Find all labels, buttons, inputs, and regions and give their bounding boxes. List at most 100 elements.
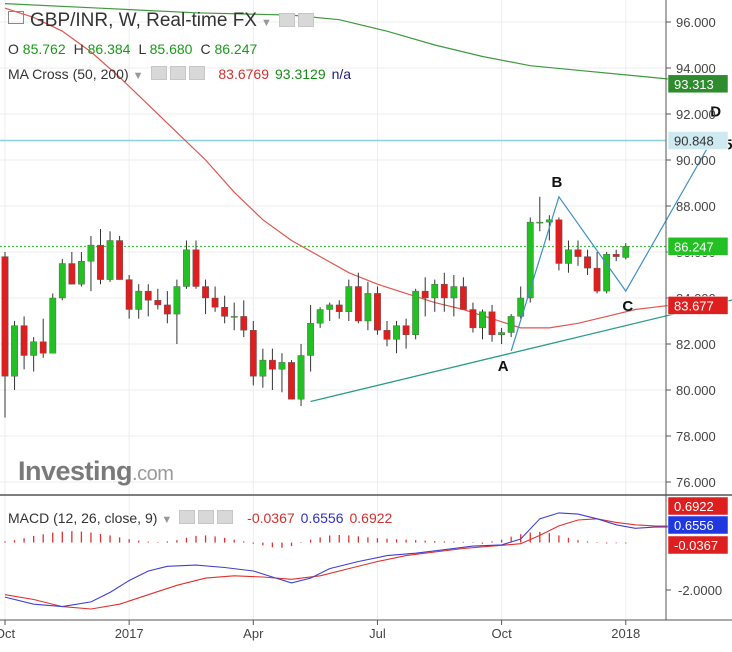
macd-value: 0.6556 (300, 510, 344, 526)
price-tag: 86.247 (674, 239, 714, 254)
candle-body (383, 330, 391, 340)
candle-body (202, 286, 209, 299)
candle-body (565, 249, 572, 264)
macd-histogram (4, 531, 627, 548)
candle-body (307, 323, 314, 356)
settings-icon[interactable] (169, 66, 186, 80)
eye-icon[interactable] (179, 510, 196, 524)
candle-body (431, 284, 439, 299)
macd-tag: -0.0367 (674, 538, 718, 553)
close-icon[interactable] (188, 66, 205, 80)
candle-body (412, 290, 420, 336)
candle-body (507, 316, 515, 333)
candle-body (154, 300, 162, 306)
candle-body (421, 290, 429, 299)
macd-tag: 0.6922 (674, 499, 714, 514)
pattern-label-b: B (551, 174, 562, 191)
candle-body (545, 219, 553, 223)
investing-logo: Investing.com (18, 456, 174, 486)
candles (1, 196, 630, 418)
ma50-line (4, 7, 693, 329)
candle-body (240, 316, 248, 331)
price-tag-box (667, 131, 729, 150)
candle-body (555, 219, 563, 264)
candle-body (30, 341, 38, 356)
signal-value: 0.6922 (349, 510, 393, 526)
settings-icon[interactable] (297, 13, 314, 27)
candle-body (163, 304, 171, 315)
price-tag: 93.313 (674, 77, 714, 92)
candle-body (87, 244, 95, 262)
value-tags: 93.313 90.848 86.247 83.677 0.6922 0.6556 -0.0… (667, 74, 729, 555)
candle-body (517, 297, 525, 317)
settings-icon[interactable] (198, 510, 215, 524)
candle-body (450, 286, 458, 299)
macd-tag-box (667, 535, 729, 555)
candle-body (316, 309, 324, 324)
pattern-label-a: A (498, 358, 509, 375)
candle-body (249, 330, 257, 377)
y-tick-label: 78.000 (676, 429, 716, 444)
candle-body (125, 279, 133, 310)
eye-icon[interactable] (278, 13, 295, 27)
pattern-label-c: C (622, 298, 633, 315)
candle-body (269, 359, 276, 370)
candle-body (479, 311, 486, 329)
checkbox-icon[interactable] (8, 11, 24, 24)
y-tick-label: 90.000 (676, 153, 716, 168)
x-tick-label: 2018 (611, 626, 640, 641)
candle-body (106, 240, 114, 280)
pattern-label-d: D (710, 103, 721, 120)
grid-lines (0, 0, 666, 620)
x-tick-label: Jul (369, 626, 386, 641)
low-value: 85.680 (149, 41, 193, 57)
high-value: 86.384 (87, 41, 131, 57)
macd-y-tick-label: -2.0000 (678, 583, 722, 598)
candle-body (345, 286, 353, 312)
candle-body (11, 325, 18, 377)
candle-body (498, 332, 505, 335)
candle-body (135, 290, 143, 310)
price-tag: 90.848 (674, 133, 714, 148)
candle-body (374, 293, 381, 331)
candle-body (77, 261, 85, 285)
macd-tag-box (667, 515, 729, 535)
candle-body (536, 221, 544, 224)
candle-body (488, 311, 496, 335)
macd-series (4, 512, 674, 608)
candle-body (278, 362, 286, 370)
candle-body (1, 256, 9, 377)
candle-body (574, 249, 582, 257)
candle-body (440, 284, 448, 299)
signal-series (4, 518, 674, 610)
candle-body (259, 359, 267, 377)
candle-body (173, 286, 181, 315)
macd-hist-value: -0.0367 (247, 510, 295, 526)
ma200-line (4, 3, 693, 85)
candle-body (97, 244, 104, 280)
candle-body (622, 246, 630, 258)
eye-icon[interactable] (150, 66, 167, 80)
candle-body (211, 297, 219, 308)
x-tick-label: Oct (491, 626, 512, 641)
cross-value: n/a (331, 66, 352, 82)
candle-body (326, 304, 334, 310)
chevron-down-icon[interactable]: ▼ (260, 17, 272, 29)
candle-body (364, 293, 372, 322)
chevron-down-icon[interactable]: ▼ (161, 514, 173, 526)
candle-body (297, 355, 305, 400)
candle-body (58, 263, 66, 299)
symbol-title: GBP/INR, W, Real-time FX ▼ (8, 10, 314, 32)
chevron-down-icon[interactable]: ▼ (132, 70, 144, 82)
candle-body (469, 309, 477, 329)
price-tag-box (667, 74, 729, 94)
candle-body (603, 254, 611, 292)
candle-body (612, 254, 620, 257)
close-icon[interactable] (217, 510, 234, 524)
ma200-value: 93.3129 (275, 66, 326, 82)
candle-body (593, 267, 601, 292)
x-tick-label: 2017 (115, 626, 144, 641)
y-tick-label: 82.000 (676, 337, 716, 352)
macd-tag: 0.6556 (674, 518, 714, 533)
